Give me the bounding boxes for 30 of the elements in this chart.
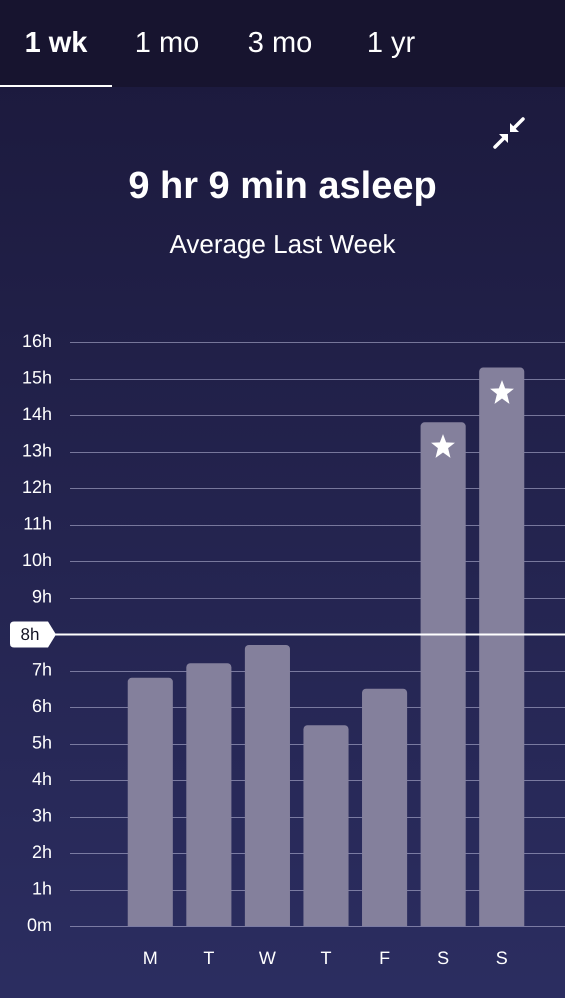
y-tick-label: 14h (22, 404, 52, 424)
y-tick-label: 9h (32, 586, 52, 606)
y-tick-label: 12h (22, 476, 52, 497)
text: 1 wk (24, 26, 88, 61)
x-tick-label: T (320, 948, 332, 968)
y-tick-label: 11h (23, 513, 52, 534)
ref-line-label: 8h (20, 625, 40, 644)
y-tick-label: 2h (32, 842, 52, 862)
x-tick-label: M (142, 948, 158, 968)
y-tick-label: 15h (22, 367, 52, 388)
y-tick-label: 7h (32, 659, 52, 680)
x-tick-label: T (203, 948, 214, 968)
x-tick-label: W (258, 948, 276, 968)
chart-title: 9 hr 9 min asleep (127, 164, 438, 209)
y-tick-label: 5h (32, 732, 52, 752)
text: 3 mo (248, 26, 312, 61)
y-tick-label: 13h (22, 440, 52, 460)
y-tick-label: 16h (22, 330, 52, 351)
y-tick-label: 0m (26, 914, 52, 935)
y-tick-label: 1h (32, 878, 52, 898)
y-tick-label: 10h (22, 550, 52, 570)
x-tick-label: S (437, 948, 450, 968)
text: 1 yr (366, 26, 416, 61)
y-tick-label: 6h (32, 696, 52, 716)
y-tick-label: 3h (32, 805, 52, 826)
x-tick-label: S (496, 948, 508, 968)
chart-subtitle: Average Last Week (168, 229, 396, 259)
text: 1 mo (134, 26, 200, 61)
y-tick-label: 4h (32, 768, 52, 789)
x-tick-label: F (379, 948, 390, 968)
